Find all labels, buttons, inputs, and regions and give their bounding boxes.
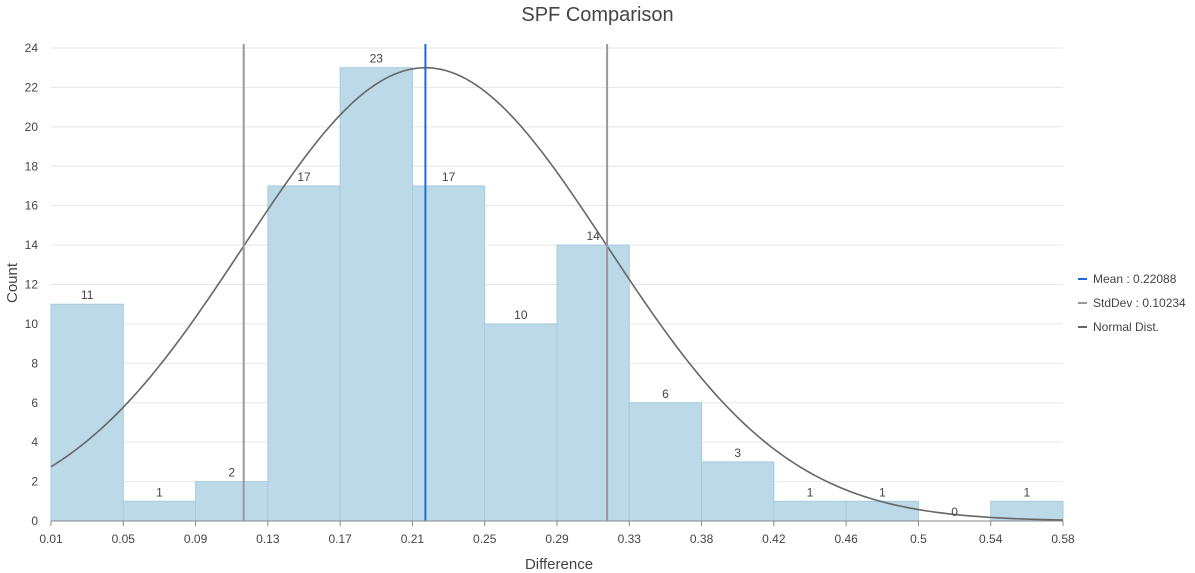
x-tick-label: 0.13 (256, 532, 280, 546)
x-tick-label: 0.17 (328, 532, 352, 546)
y-tick-label: 8 (31, 356, 38, 370)
bar-value-label: 1 (156, 485, 163, 499)
bar-value-label: 0 (951, 505, 958, 519)
bar-value-label: 17 (297, 170, 311, 184)
y-tick-label: 20 (25, 120, 39, 134)
histogram-bar (123, 501, 195, 521)
histogram-bar (340, 68, 412, 521)
y-tick-label: 24 (25, 41, 39, 55)
legend-item-normal-dist[interactable]: Normal Dist. (1078, 315, 1186, 339)
y-tick-label: 2 (31, 475, 38, 489)
x-tick-label: 0.09 (184, 532, 208, 546)
y-tick-label: 4 (31, 435, 38, 449)
histogram-bar (485, 324, 557, 521)
x-tick-label: 0.38 (690, 532, 714, 546)
bar-value-label: 10 (514, 308, 528, 322)
y-tick-label: 22 (25, 80, 39, 94)
bar-value-label: 1 (807, 485, 814, 499)
bar-value-label: 1 (1024, 485, 1031, 499)
y-tick-label: 14 (25, 238, 39, 252)
histogram-bar (196, 482, 268, 521)
legend-swatch-normal-dist (1078, 326, 1087, 328)
histogram-bar (557, 245, 629, 521)
x-tick-label: 0.01 (39, 532, 63, 546)
x-tick-label: 0.33 (618, 532, 642, 546)
histogram-bar (774, 501, 846, 521)
x-tick-label: 0.42 (762, 532, 786, 546)
histogram-bar (629, 403, 701, 521)
legend-swatch-stddev (1078, 302, 1087, 304)
bar-value-label: 11 (81, 288, 94, 302)
bar-value-label: 17 (442, 170, 456, 184)
x-tick-label: 0.05 (112, 532, 136, 546)
legend-label-stddev: StdDev : 0.10234 (1093, 296, 1186, 310)
histogram-bar (412, 186, 484, 521)
x-tick-label: 0.5 (910, 532, 927, 546)
x-axis-title: Difference (525, 556, 593, 573)
legend-swatch-mean (1078, 278, 1087, 280)
histogram-bar (702, 462, 774, 521)
bar-value-label: 2 (228, 466, 235, 480)
x-tick-label: 0.29 (545, 532, 569, 546)
y-axis-title: Count (4, 262, 21, 303)
y-tick-label: 16 (25, 199, 39, 213)
y-tick-label: 6 (31, 396, 38, 410)
x-tick-label: 0.58 (1051, 532, 1075, 546)
histogram-bars (51, 68, 1063, 521)
legend-item-mean[interactable]: Mean : 0.22088 (1078, 267, 1186, 291)
bar-value-label: 14 (586, 229, 600, 243)
x-tick-label: 0.21 (401, 532, 425, 546)
legend-item-stddev[interactable]: StdDev : 0.10234 (1078, 291, 1186, 315)
histogram-bar (846, 501, 918, 521)
legend-label-normal-dist: Normal Dist. (1093, 320, 1159, 334)
bar-value-label: 23 (370, 52, 384, 66)
y-tick-label: 18 (25, 159, 39, 173)
x-tick-label: 0.54 (979, 532, 1003, 546)
y-tick-label: 10 (25, 317, 39, 331)
y-tick-label: 12 (25, 278, 39, 292)
legend-label-mean: Mean : 0.22088 (1093, 272, 1176, 286)
x-tick-label: 0.25 (473, 532, 497, 546)
y-tick-label: 0 (31, 514, 38, 528)
histogram-bar (268, 186, 340, 521)
chart-legend: Mean : 0.22088 StdDev : 0.10234 Normal D… (1078, 267, 1186, 339)
histogram-bar (51, 304, 123, 521)
bar-value-label: 1 (879, 485, 886, 499)
bar-value-label: 6 (662, 387, 669, 401)
x-tick-label: 0.46 (834, 532, 858, 546)
bar-value-label: 3 (734, 446, 741, 460)
